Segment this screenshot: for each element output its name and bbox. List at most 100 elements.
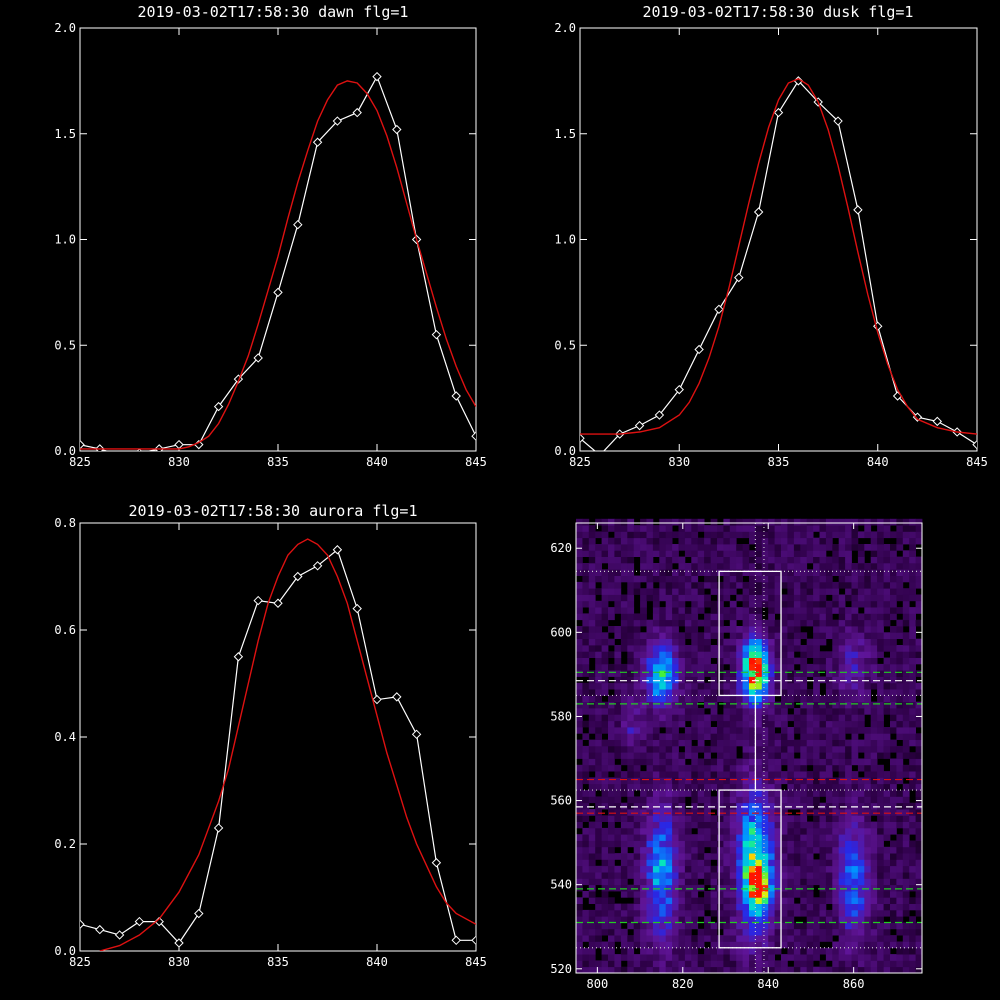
heatmap-cell	[781, 809, 788, 816]
heatmap-cell	[614, 695, 622, 703]
heatmap-cell	[870, 537, 878, 545]
heatmap-cell	[614, 607, 622, 614]
heatmap-cell	[845, 859, 852, 867]
heatmap-cell	[806, 897, 814, 904]
heatmap-cell	[774, 922, 782, 930]
heatmap-cell	[800, 815, 808, 822]
heatmap-cell	[813, 613, 820, 621]
heatmap-cell	[704, 701, 711, 709]
heatmap-cell	[813, 689, 820, 696]
heatmap-cell	[652, 745, 660, 753]
heatmap-cell	[640, 594, 647, 602]
heatmap-cell	[761, 701, 769, 709]
heatmap-cell	[665, 853, 673, 860]
heatmap-cell	[819, 739, 827, 747]
heatmap-cell	[761, 720, 769, 728]
heatmap-cell	[800, 897, 808, 904]
heatmap-cell	[838, 846, 846, 854]
heatmap-cell	[588, 834, 596, 841]
heatmap-cell	[838, 619, 846, 627]
heatmap-cell	[825, 695, 833, 703]
heatmap-cell	[749, 569, 756, 576]
heatmap-cell	[793, 796, 801, 804]
heatmap-cell	[870, 594, 878, 602]
heatmap-cell	[781, 865, 788, 873]
heatmap-cell	[877, 689, 884, 696]
heatmap-cell	[832, 846, 840, 854]
heatmap-cell	[890, 884, 897, 892]
heatmap-cell	[627, 947, 635, 955]
heatmap-cell	[883, 878, 891, 886]
heatmap-cell	[640, 663, 647, 671]
heatmap-cell	[582, 701, 590, 709]
heatmap-cell	[825, 676, 833, 684]
heatmap-cell	[678, 809, 686, 816]
heatmap-cell	[800, 802, 808, 810]
heatmap-cell	[691, 689, 699, 696]
heatmap-cell	[761, 771, 769, 778]
heatmap-cell	[729, 556, 737, 564]
heatmap-cell	[627, 884, 635, 892]
heatmap-cell	[678, 613, 686, 621]
heatmap-cell	[838, 903, 846, 911]
heatmap-cell	[723, 720, 731, 728]
heatmap-cell	[864, 771, 872, 778]
heatmap-cell	[672, 550, 679, 557]
heatmap-cell	[819, 569, 827, 576]
heatmap-cell	[614, 682, 622, 690]
heatmap-cell	[723, 575, 731, 583]
heatmap-cell	[627, 821, 635, 829]
heatmap-cell	[749, 670, 756, 677]
heatmap-cell	[774, 758, 782, 766]
heatmap-cell	[819, 827, 827, 835]
heatmap-cell	[902, 903, 910, 911]
heatmap-cell	[595, 714, 602, 722]
heatmap-cell	[678, 676, 686, 684]
heatmap-cell	[646, 909, 654, 917]
heatmap-cell	[838, 714, 846, 722]
heatmap-cell	[877, 727, 884, 734]
heatmap-cell	[640, 790, 647, 797]
heatmap-cell	[806, 619, 814, 627]
heatmap-cell	[672, 518, 679, 526]
heatmap-cell	[723, 544, 731, 551]
heatmap-cell	[806, 783, 814, 791]
heatmap-cell	[627, 689, 635, 696]
heatmap-cell	[749, 575, 756, 583]
heatmap-cell	[755, 588, 763, 595]
heatmap-cell	[845, 815, 852, 822]
heatmap-cell	[909, 947, 916, 955]
heatmap-cell	[864, 518, 872, 526]
heatmap-cell	[902, 884, 910, 892]
heatmap-cell	[800, 600, 808, 608]
heatmap-cell	[710, 714, 718, 722]
heatmap-cell	[601, 884, 609, 892]
heatmap-cell	[864, 525, 872, 532]
heatmap-cell	[857, 764, 865, 772]
heatmap-cell	[877, 626, 884, 633]
heatmap-cell	[646, 714, 654, 722]
heatmap-cell	[761, 745, 769, 753]
heatmap-cell	[768, 607, 775, 614]
heatmap-cell	[838, 695, 846, 703]
heatmap-cell	[787, 638, 795, 646]
heatmap-cell	[704, 954, 711, 961]
heatmap-cell	[678, 670, 686, 677]
heatmap-cell	[704, 928, 711, 936]
heatmap-cell	[652, 588, 660, 595]
heatmap-cell	[723, 531, 731, 539]
heatmap-cell	[652, 720, 660, 728]
heatmap-cell	[857, 935, 865, 942]
heatmap-cell	[806, 922, 814, 930]
heatmap-cell	[870, 752, 878, 759]
heatmap-cell	[774, 575, 782, 583]
heatmap-cell	[890, 846, 897, 854]
heatmap-cell	[787, 947, 795, 955]
heatmap-cell	[755, 714, 763, 722]
heatmap-cell	[877, 909, 884, 917]
heatmap-cell	[659, 544, 667, 551]
heatmap-cell	[665, 581, 673, 589]
heatmap-cell	[870, 884, 878, 892]
heatmap-cell	[787, 569, 795, 576]
heatmap-cell	[749, 771, 756, 778]
